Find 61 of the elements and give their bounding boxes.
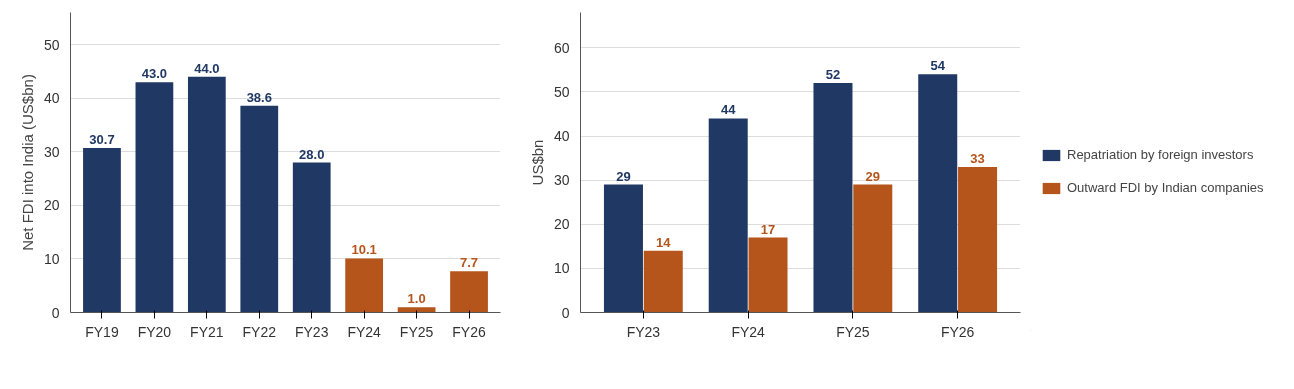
legend-label: Repatriation by foreign investors xyxy=(1067,147,1254,162)
x-tick-label: FY23 xyxy=(294,323,329,340)
data-label: 10.1 xyxy=(351,242,377,258)
data-label: 30.7 xyxy=(89,132,115,148)
data-label: 44 xyxy=(720,102,737,118)
bar xyxy=(187,76,226,313)
y-tick-label: 30 xyxy=(43,143,60,160)
x-tick-label: FY25 xyxy=(836,323,870,340)
data-label: 44.0 xyxy=(194,60,220,76)
x-tick-label: FY22 xyxy=(242,323,277,340)
bar xyxy=(450,271,488,313)
bar xyxy=(135,82,174,313)
y-axis-title: US$bn xyxy=(528,139,546,186)
x-tick-label: FY24 xyxy=(347,323,382,340)
x-tick-label: FY26 xyxy=(452,323,486,340)
x-tick-label: FY19 xyxy=(85,323,119,340)
bar xyxy=(83,148,121,313)
data-label: 29 xyxy=(865,168,881,184)
bar xyxy=(643,250,683,313)
bar xyxy=(958,166,998,313)
bar xyxy=(748,237,788,313)
y-tick-label: 0 xyxy=(561,304,570,321)
data-label: 38.6 xyxy=(246,89,272,105)
legend-label: Outward FDI by Indian companies xyxy=(1067,180,1264,195)
y-tick-label: 20 xyxy=(43,197,60,214)
y-tick-label: 10 xyxy=(553,260,570,277)
bar xyxy=(345,258,384,313)
y-tick-label: 20 xyxy=(553,216,570,233)
x-tick-label: FY23 xyxy=(626,323,661,340)
bar xyxy=(918,74,958,313)
data-label: 43.0 xyxy=(141,66,168,82)
bar xyxy=(240,105,279,313)
y-tick-label: 0 xyxy=(51,304,60,321)
bar xyxy=(397,307,436,313)
x-tick-label: FY26 xyxy=(940,323,975,340)
y-tick-label: 40 xyxy=(553,128,570,145)
data-label: 52 xyxy=(825,67,841,83)
x-tick-label: FY25 xyxy=(399,323,434,340)
y-tick-label: 60 xyxy=(553,39,570,56)
x-tick-label: FY20 xyxy=(137,323,172,340)
data-label: 29 xyxy=(616,168,631,184)
y-tick-label: 50 xyxy=(553,83,570,100)
y-tick-label: 30 xyxy=(553,172,570,189)
y-tick-label: 40 xyxy=(43,90,60,107)
data-label: 33 xyxy=(970,150,985,166)
data-label: 17 xyxy=(760,221,776,237)
bar xyxy=(813,83,853,313)
data-label: 28.0 xyxy=(299,146,325,162)
y-axis-title: Net FDI into India (US$bn) xyxy=(18,74,36,251)
x-tick-label: FY24 xyxy=(731,323,766,340)
x-tick-label: FY21 xyxy=(190,323,224,340)
bar xyxy=(708,118,748,313)
y-tick-label: 50 xyxy=(43,36,60,53)
bar xyxy=(603,184,643,313)
data-label: 54 xyxy=(930,58,946,74)
y-tick-label: 10 xyxy=(43,250,60,267)
data-label: 7.7 xyxy=(460,255,479,271)
bar xyxy=(292,162,331,313)
data-label: 14 xyxy=(656,234,672,250)
bar xyxy=(853,184,893,313)
data-label: 1.0 xyxy=(407,291,426,307)
